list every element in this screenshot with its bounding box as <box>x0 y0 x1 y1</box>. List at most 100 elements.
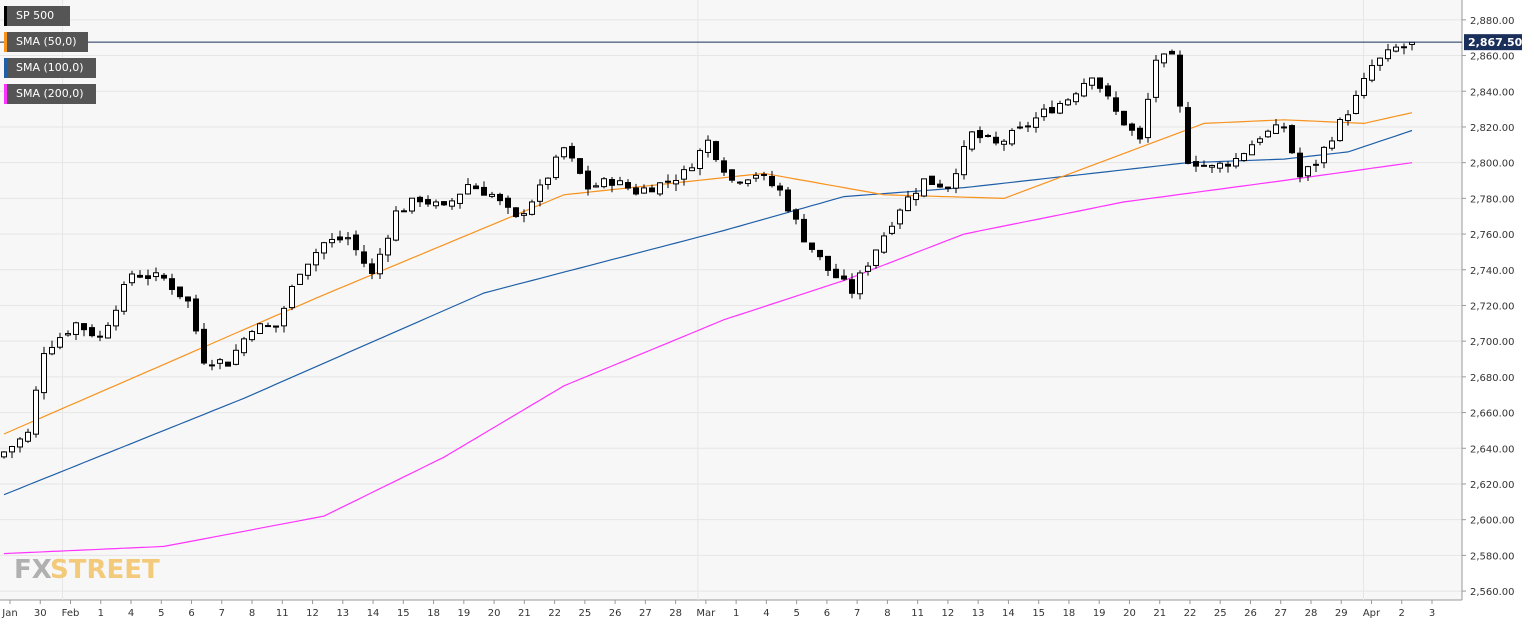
candle[interactable] <box>1001 140 1007 145</box>
candle[interactable] <box>625 182 631 189</box>
candle[interactable] <box>585 170 591 190</box>
candle[interactable] <box>401 210 407 213</box>
legend-item[interactable]: SP 500 <box>4 6 70 26</box>
candle[interactable] <box>361 251 367 264</box>
candle[interactable] <box>137 274 143 278</box>
candle[interactable] <box>1193 161 1199 167</box>
candle[interactable] <box>593 185 599 188</box>
candle[interactable] <box>105 324 111 339</box>
candle[interactable] <box>1073 93 1079 103</box>
candle[interactable] <box>681 169 687 180</box>
candle[interactable] <box>297 273 303 285</box>
candle[interactable] <box>233 349 239 365</box>
candle[interactable] <box>561 147 567 158</box>
candle[interactable] <box>809 242 815 250</box>
candle[interactable] <box>721 160 727 173</box>
candle[interactable] <box>985 135 991 138</box>
candle[interactable] <box>249 331 255 341</box>
candle[interactable] <box>921 178 927 197</box>
candle[interactable] <box>913 192 919 201</box>
candle[interactable] <box>1169 50 1175 55</box>
candle[interactable] <box>529 201 535 215</box>
candle[interactable] <box>537 184 543 202</box>
candle[interactable] <box>329 238 335 244</box>
candle[interactable] <box>1361 78 1367 96</box>
candle[interactable] <box>609 179 615 186</box>
candle[interactable] <box>1225 163 1231 167</box>
candle[interactable] <box>969 131 975 150</box>
candle[interactable] <box>889 225 895 234</box>
candle[interactable] <box>313 252 319 266</box>
candle[interactable] <box>961 146 967 176</box>
candle[interactable] <box>761 173 767 176</box>
candle[interactable] <box>465 184 471 195</box>
candle[interactable] <box>1257 138 1263 143</box>
candle[interactable] <box>745 179 751 185</box>
candle[interactable] <box>417 196 423 203</box>
candle[interactable] <box>1385 49 1391 60</box>
candle[interactable] <box>801 218 807 243</box>
candle[interactable] <box>497 193 503 202</box>
candle[interactable] <box>689 167 695 172</box>
candle[interactable] <box>441 201 447 206</box>
candle[interactable] <box>209 364 215 367</box>
candle[interactable] <box>953 173 959 189</box>
candle[interactable] <box>513 207 519 218</box>
candle[interactable] <box>1153 59 1159 98</box>
candle[interactable] <box>825 255 831 271</box>
candle[interactable] <box>873 249 879 266</box>
candle[interactable] <box>753 174 759 179</box>
candle[interactable] <box>1017 126 1023 129</box>
candle[interactable] <box>9 445 15 453</box>
candle[interactable] <box>1025 125 1031 128</box>
candle[interactable] <box>1065 99 1071 106</box>
candle[interactable] <box>1097 77 1103 89</box>
candle[interactable] <box>377 253 383 275</box>
candle[interactable] <box>1033 117 1039 128</box>
candle[interactable] <box>1393 46 1399 52</box>
candle[interactable] <box>273 325 279 328</box>
candle[interactable] <box>49 346 55 355</box>
candle[interactable] <box>161 274 167 279</box>
candle[interactable] <box>1209 165 1215 168</box>
candle[interactable] <box>185 296 191 302</box>
candle[interactable] <box>1249 144 1255 156</box>
candle[interactable] <box>265 325 271 328</box>
legend-item[interactable]: SMA (50,0) <box>4 32 88 52</box>
candle[interactable] <box>65 333 71 336</box>
candle[interactable] <box>345 237 351 240</box>
candle[interactable] <box>257 323 263 334</box>
candle[interactable] <box>89 327 95 337</box>
candle[interactable] <box>1201 164 1207 167</box>
candle[interactable] <box>1081 82 1087 97</box>
candle[interactable] <box>1337 119 1343 142</box>
candle[interactable] <box>129 273 135 284</box>
candle[interactable] <box>977 130 983 139</box>
candle[interactable] <box>1129 123 1135 131</box>
candle[interactable] <box>241 338 247 354</box>
candle[interactable] <box>785 189 791 212</box>
candle[interactable] <box>433 201 439 207</box>
candle[interactable] <box>897 209 903 225</box>
candle[interactable] <box>841 275 847 280</box>
candle[interactable] <box>1089 77 1095 86</box>
candle[interactable] <box>657 182 663 195</box>
candle[interactable] <box>769 175 775 187</box>
candle[interactable] <box>457 193 463 204</box>
candle[interactable] <box>1041 108 1047 118</box>
candle[interactable] <box>617 180 623 186</box>
candle[interactable] <box>793 209 799 220</box>
candle[interactable] <box>1113 97 1119 112</box>
candle[interactable] <box>713 141 719 161</box>
candle[interactable] <box>1353 94 1359 114</box>
candle[interactable] <box>425 199 431 205</box>
candle[interactable] <box>393 210 399 241</box>
candle[interactable] <box>993 136 999 144</box>
candle[interactable] <box>177 286 183 298</box>
candle[interactable] <box>569 145 575 159</box>
candle[interactable] <box>553 156 559 179</box>
candle[interactable] <box>73 322 79 335</box>
candle[interactable] <box>849 279 855 294</box>
candle[interactable] <box>17 438 23 448</box>
